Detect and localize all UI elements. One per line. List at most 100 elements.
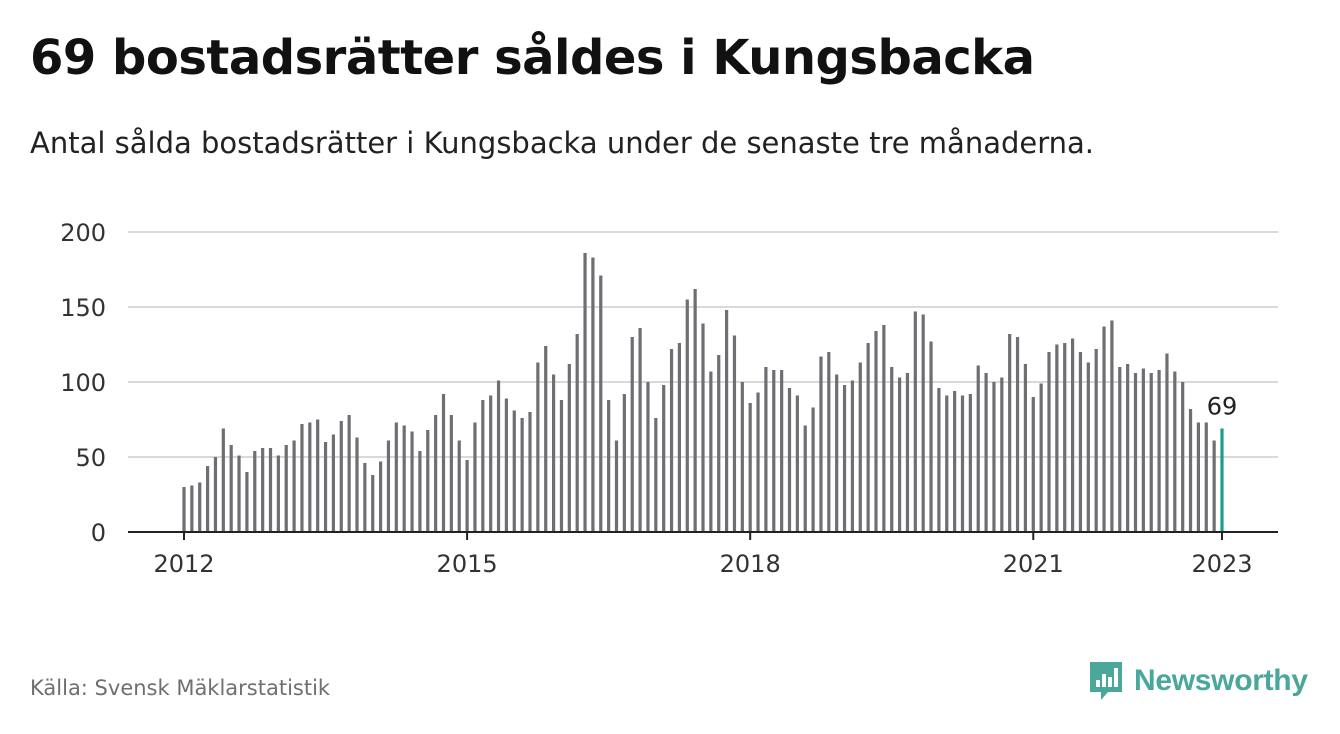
y-tick-label: 0 (91, 519, 106, 547)
x-tick-label: 2021 (1003, 550, 1064, 578)
bar (685, 299, 689, 532)
bar (669, 349, 674, 532)
bar-highlight (1220, 428, 1224, 532)
bar-chart: 0 50 100 150 200 69 2012 2015 2018 2021 2023 (60, 219, 1278, 578)
bar (544, 346, 548, 532)
bar (1118, 367, 1122, 532)
bar (921, 314, 925, 532)
bar (473, 422, 477, 532)
bar (449, 415, 453, 532)
bar (1023, 364, 1028, 532)
bar (1126, 364, 1130, 532)
bar (701, 323, 705, 532)
bar (1188, 409, 1193, 532)
bar (913, 311, 917, 532)
chart-subtitle: Antal sålda bostadsrätter i Kungsbacka u… (30, 126, 1095, 160)
bar (1000, 377, 1004, 532)
bar (984, 373, 988, 532)
bar (402, 425, 406, 532)
bar (677, 343, 682, 532)
bar (709, 371, 713, 532)
y-tick-label: 200 (60, 219, 106, 247)
bar (591, 257, 595, 532)
bar (489, 395, 493, 532)
bar (882, 325, 886, 532)
bar (316, 419, 320, 532)
bar (371, 475, 375, 532)
bar (795, 395, 799, 532)
bar (434, 415, 438, 532)
bar (536, 362, 540, 532)
bar (850, 380, 855, 532)
highlight-value-label: 69 (1207, 393, 1238, 421)
axes: 0 50 100 150 200 69 2012 2015 2018 2021 2023 (60, 219, 1278, 578)
bar (780, 370, 784, 532)
bar (237, 455, 241, 532)
bar (284, 445, 288, 532)
bar (811, 407, 815, 532)
bar (992, 382, 996, 532)
newsworthy-logo: Newsworthy (1088, 660, 1308, 702)
bar (1133, 373, 1138, 532)
bar (339, 421, 343, 532)
bar (378, 461, 383, 532)
bar (803, 425, 807, 532)
bar (1070, 338, 1075, 532)
bars (182, 253, 1224, 532)
bar (787, 388, 792, 532)
bar (638, 328, 642, 532)
bar (245, 472, 249, 532)
x-tick-label: 2023 (1191, 550, 1252, 578)
bar (1181, 382, 1185, 532)
bar (583, 253, 587, 532)
bar (551, 374, 556, 532)
bar (426, 430, 430, 532)
bar (842, 385, 847, 532)
bar (772, 370, 776, 532)
bar (622, 394, 626, 532)
bar (1094, 349, 1098, 532)
bar (331, 434, 336, 532)
bar (1141, 368, 1145, 532)
bar (276, 455, 280, 532)
bar (198, 482, 202, 532)
bar (386, 440, 391, 532)
bar (937, 388, 941, 532)
bar (866, 343, 870, 532)
bar (441, 394, 446, 532)
bar (575, 334, 579, 532)
bar (268, 448, 273, 532)
bar (897, 377, 902, 532)
bar (253, 451, 257, 532)
bar (394, 422, 398, 532)
bar (559, 400, 564, 532)
chart-title: 69 bostadsrätter såldes i Kungsbacka (30, 30, 1035, 86)
bar (1204, 422, 1208, 532)
bar (607, 400, 611, 532)
bar (1008, 334, 1012, 532)
bar (599, 275, 603, 532)
bar (1110, 320, 1114, 532)
bar (835, 374, 839, 532)
bar (693, 289, 697, 532)
bar (756, 392, 760, 532)
bar (1165, 353, 1169, 532)
bar (968, 394, 972, 532)
bar (1039, 383, 1043, 532)
bar (740, 382, 744, 532)
bar (874, 331, 878, 532)
bar (205, 466, 210, 532)
bar (717, 355, 721, 532)
bar (1047, 352, 1051, 532)
bar (614, 440, 619, 532)
bar (1196, 422, 1201, 532)
bar (308, 422, 312, 532)
bar (748, 403, 752, 532)
bar (323, 442, 328, 532)
bar (945, 395, 949, 532)
y-tick-label: 150 (60, 294, 106, 322)
bar (1212, 440, 1216, 532)
newsworthy-bar-chart-icon (1090, 662, 1122, 700)
bar (528, 412, 532, 532)
bar (355, 437, 359, 532)
